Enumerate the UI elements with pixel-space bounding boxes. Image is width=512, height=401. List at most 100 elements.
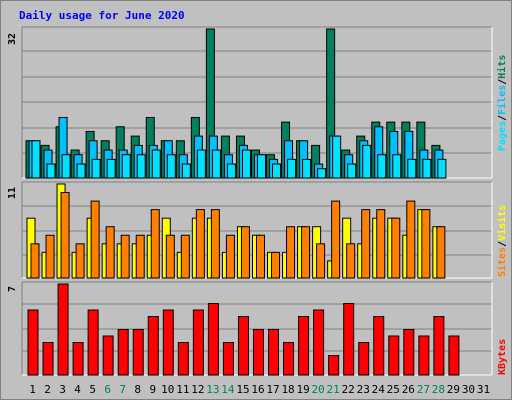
x-axis-day-label: 24 <box>372 383 386 396</box>
kbytes-bar <box>433 316 445 376</box>
pages-bar <box>181 163 191 179</box>
x-axis-day-label: 18 <box>281 383 294 396</box>
pages-legend-label: Pages <box>497 121 508 151</box>
pages-bar <box>136 154 146 179</box>
kbytes-bar <box>328 355 340 376</box>
pages-bar <box>241 149 251 179</box>
x-axis-day-label: 13 <box>206 383 219 396</box>
sites-bar <box>286 226 296 279</box>
pages-bar <box>422 158 432 179</box>
sites-bar <box>135 234 145 279</box>
kbytes-bar <box>27 309 39 376</box>
pages-bar <box>347 163 357 179</box>
kbytes-bar <box>42 342 54 376</box>
x-axis-day-label: 31 <box>477 383 490 396</box>
pages-bar <box>226 163 236 179</box>
x-axis-day-label: 4 <box>74 383 81 396</box>
x-axis-day-label: 10 <box>161 383 174 396</box>
kbytes-bar <box>132 329 144 376</box>
x-axis-day-label: 25 <box>387 383 400 396</box>
sites-bar <box>421 209 431 279</box>
pages-bar <box>196 149 206 179</box>
sites-bar <box>180 234 190 279</box>
kbytes-bar <box>87 309 99 376</box>
pages-bar <box>61 154 71 179</box>
kbytes-bar <box>192 309 204 376</box>
sites-legend-label: Sites <box>496 247 508 277</box>
x-axis-day-label: 9 <box>149 383 156 396</box>
kbytes-bar <box>448 335 460 376</box>
kbytes-bar <box>177 342 189 376</box>
pages-bar <box>91 158 101 179</box>
pages-bar <box>76 163 86 179</box>
kbytes-bar <box>72 342 84 376</box>
kbytes-bar <box>102 335 114 376</box>
sites-bar <box>391 217 401 279</box>
x-axis-day-label: 28 <box>432 383 445 396</box>
pages-bar <box>437 158 447 179</box>
legend-bottom: KBytes <box>497 339 508 375</box>
sites-bar <box>225 234 235 279</box>
pages-bar <box>362 144 372 179</box>
sites-bar <box>75 243 85 279</box>
sites-bar <box>346 243 356 279</box>
pages-bar <box>151 149 161 179</box>
kbytes-bar <box>252 329 264 376</box>
x-axis-day-label: 7 <box>119 383 126 396</box>
y-axis-max-label: 11 <box>7 187 18 199</box>
chart-title: Daily usage for June 2020 <box>19 9 185 22</box>
pages-bar <box>272 163 282 179</box>
pages-bar <box>302 158 312 179</box>
x-axis-day-label: 29 <box>447 383 460 396</box>
kbytes-bar <box>207 303 219 376</box>
x-axis-day-label: 15 <box>236 383 249 396</box>
sites-bar <box>165 234 175 279</box>
x-axis-day-label: 6 <box>104 383 111 396</box>
x-axis-day-label: 5 <box>89 383 96 396</box>
kbytes-bar <box>373 316 385 376</box>
pages-bar <box>256 154 266 179</box>
kbytes-bar <box>313 309 325 376</box>
sites-bar <box>240 226 250 279</box>
kbytes-bar <box>117 329 129 376</box>
y-axis-max-label: 32 <box>7 33 18 45</box>
x-axis-day-label: 11 <box>176 383 189 396</box>
x-axis-day-label: 12 <box>191 383 204 396</box>
sites-bar <box>436 226 446 279</box>
sites-bar <box>195 209 205 279</box>
sites-bar <box>331 200 341 279</box>
x-axis-day-label: 14 <box>221 383 235 396</box>
sites-bar <box>90 200 100 279</box>
pages-bar <box>46 163 56 179</box>
kbytes-bar <box>343 303 355 376</box>
x-axis-day-label: 23 <box>357 383 370 396</box>
y-axis-max-label: 7 <box>7 286 18 292</box>
kbytes-bar <box>418 335 430 376</box>
pages-bar <box>317 168 327 179</box>
pages-bar <box>211 149 221 179</box>
kbytes-legend-label: KBytes <box>497 339 508 375</box>
sites-bar <box>361 209 371 279</box>
pages-bar <box>121 154 131 179</box>
pages-bar <box>31 140 41 179</box>
files-legend-label: Files <box>496 85 508 115</box>
legend-top: Pages/Files/Hits <box>496 55 508 151</box>
sites-bar <box>30 243 40 279</box>
sites-bar <box>255 234 265 279</box>
x-axis-day-label: 3 <box>59 383 66 396</box>
kbytes-bar <box>403 329 415 376</box>
sites-bar <box>316 243 326 279</box>
kbytes-bar <box>162 309 174 376</box>
sites-bar <box>271 251 281 279</box>
x-axis-day-label: 1 <box>29 383 36 396</box>
sites-bar <box>150 209 160 279</box>
hits-legend-label: Hits <box>496 55 508 79</box>
sites-bar <box>376 209 386 279</box>
x-axis-day-label: 2 <box>44 383 51 396</box>
sites-bar <box>45 234 55 279</box>
x-axis-day-label: 21 <box>327 383 340 396</box>
x-axis-day-label: 16 <box>251 383 264 396</box>
x-axis-day-label: 22 <box>342 383 355 396</box>
sites-bar <box>210 209 220 279</box>
